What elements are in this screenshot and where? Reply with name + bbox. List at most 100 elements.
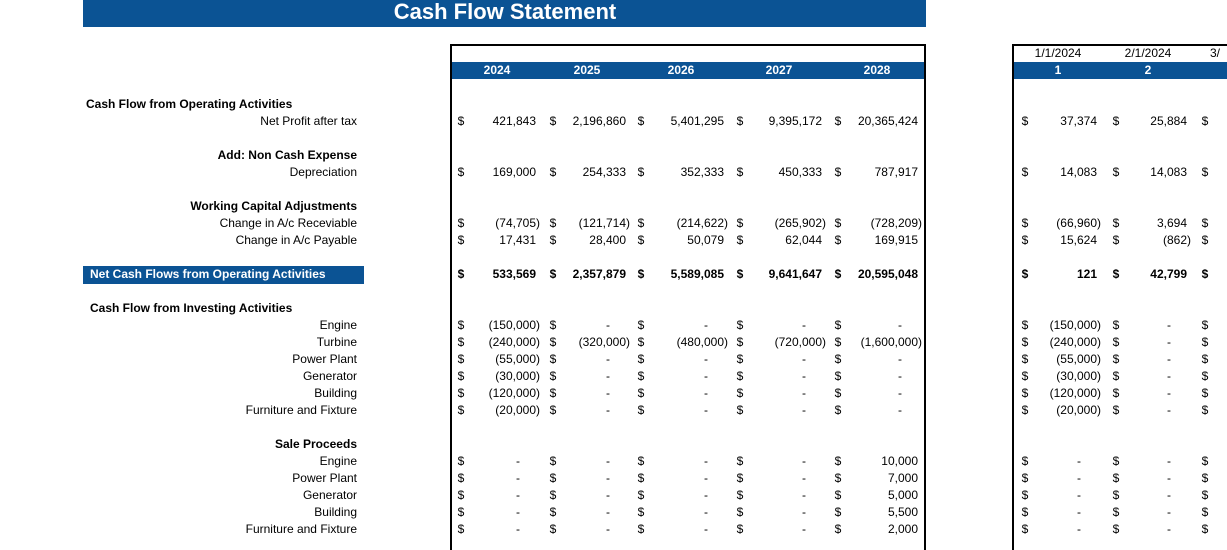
section-heading: Add: Non Cash Expense [218, 148, 358, 162]
currency: $ [1202, 114, 1209, 128]
currency: $ [835, 318, 842, 332]
currency: $ [458, 318, 465, 332]
row-label: Power Plant [292, 352, 357, 366]
annual-value: (55,000) [495, 352, 540, 366]
annual-value: - [704, 403, 708, 417]
monthly-value: (240,000) [1050, 335, 1101, 349]
annual-value: - [704, 386, 708, 400]
monthly-value: 42,799 [1150, 267, 1187, 281]
annual-value: - [802, 505, 806, 519]
currency: $ [1202, 471, 1209, 485]
monthly-value: - [1167, 454, 1171, 468]
currency: $ [737, 114, 744, 128]
row-label: Furniture and Fixture [246, 522, 358, 536]
currency: $ [638, 369, 645, 383]
row-label: Net Cash Flows from Operating Activities [90, 267, 326, 281]
section-heading: Sale Proceeds [275, 437, 357, 451]
monthly-value: (20,000) [1056, 403, 1101, 417]
annual-value: (240,000) [489, 335, 540, 349]
annual-value: - [898, 352, 902, 366]
monthly-value: - [1077, 505, 1081, 519]
currency: $ [1202, 522, 1209, 536]
currency: $ [638, 318, 645, 332]
currency: $ [550, 403, 557, 417]
currency: $ [1113, 352, 1120, 366]
annual-value: 254,333 [583, 165, 627, 179]
currency: $ [550, 369, 557, 383]
currency: $ [737, 454, 744, 468]
currency: $ [737, 352, 744, 366]
currency: $ [638, 216, 645, 230]
monthly-value: (120,000) [1050, 386, 1101, 400]
annual-box [450, 44, 926, 550]
currency: $ [638, 352, 645, 366]
annual-value: 421,843 [493, 114, 537, 128]
annual-value: 2,196,860 [573, 114, 627, 128]
monthly-value: - [1167, 403, 1171, 417]
annual-value: - [606, 352, 610, 366]
currency: $ [458, 505, 465, 519]
currency: $ [737, 369, 744, 383]
currency: $ [1022, 505, 1029, 519]
currency: $ [550, 352, 557, 366]
currency: $ [458, 114, 465, 128]
currency: $ [638, 386, 645, 400]
section-heading: Cash Flow from Operating Activities [86, 97, 293, 111]
year-header: 2027 [766, 63, 793, 77]
row-label: Building [314, 386, 357, 400]
currency: $ [638, 454, 645, 468]
annual-value: 2,357,879 [573, 267, 627, 281]
year-header: 2028 [864, 63, 891, 77]
currency: $ [550, 318, 557, 332]
currency: $ [1113, 522, 1120, 536]
currency: $ [1113, 114, 1120, 128]
annual-value: 5,000 [888, 488, 918, 502]
row-label: Net Profit after tax [260, 114, 357, 128]
currency: $ [1022, 471, 1029, 485]
annual-value: 5,589,085 [671, 267, 725, 281]
currency: $ [835, 369, 842, 383]
currency: $ [1113, 454, 1120, 468]
annual-value: - [606, 522, 610, 536]
year-header: 2026 [668, 63, 695, 77]
section-heading: Cash Flow from Investing Activities [90, 301, 293, 315]
monthly-value: - [1167, 352, 1171, 366]
currency: $ [1113, 318, 1120, 332]
annual-value: - [802, 522, 806, 536]
currency: $ [835, 352, 842, 366]
annual-value: (728,209) [871, 216, 922, 230]
annual-value: - [606, 471, 610, 485]
annual-value: - [898, 369, 902, 383]
currency: $ [835, 114, 842, 128]
currency: $ [550, 386, 557, 400]
currency: $ [550, 233, 557, 247]
annual-value: (30,000) [495, 369, 540, 383]
currency: $ [1202, 335, 1209, 349]
row-label: Engine [320, 318, 358, 332]
annual-value: 169,000 [493, 165, 537, 179]
currency: $ [835, 216, 842, 230]
currency: $ [550, 488, 557, 502]
currency: $ [835, 403, 842, 417]
annual-value: (20,000) [495, 403, 540, 417]
month-date: 1/1/2024 [1035, 46, 1082, 60]
annual-value: - [516, 471, 520, 485]
currency: $ [835, 488, 842, 502]
annual-value: - [802, 386, 806, 400]
annual-value: 352,333 [681, 165, 725, 179]
annual-value: (150,000) [489, 318, 540, 332]
currency: $ [638, 471, 645, 485]
annual-value: - [802, 454, 806, 468]
row-label: Change in A/c Payable [236, 233, 358, 247]
currency: $ [835, 522, 842, 536]
currency: $ [1113, 488, 1120, 502]
currency: $ [1022, 454, 1029, 468]
annual-value: (74,705) [495, 216, 540, 230]
currency: $ [1022, 403, 1029, 417]
row-label: Furniture and Fixture [246, 403, 358, 417]
currency: $ [458, 369, 465, 383]
currency: $ [1202, 233, 1209, 247]
monthly-value: - [1167, 522, 1171, 536]
monthly-value: - [1167, 471, 1171, 485]
